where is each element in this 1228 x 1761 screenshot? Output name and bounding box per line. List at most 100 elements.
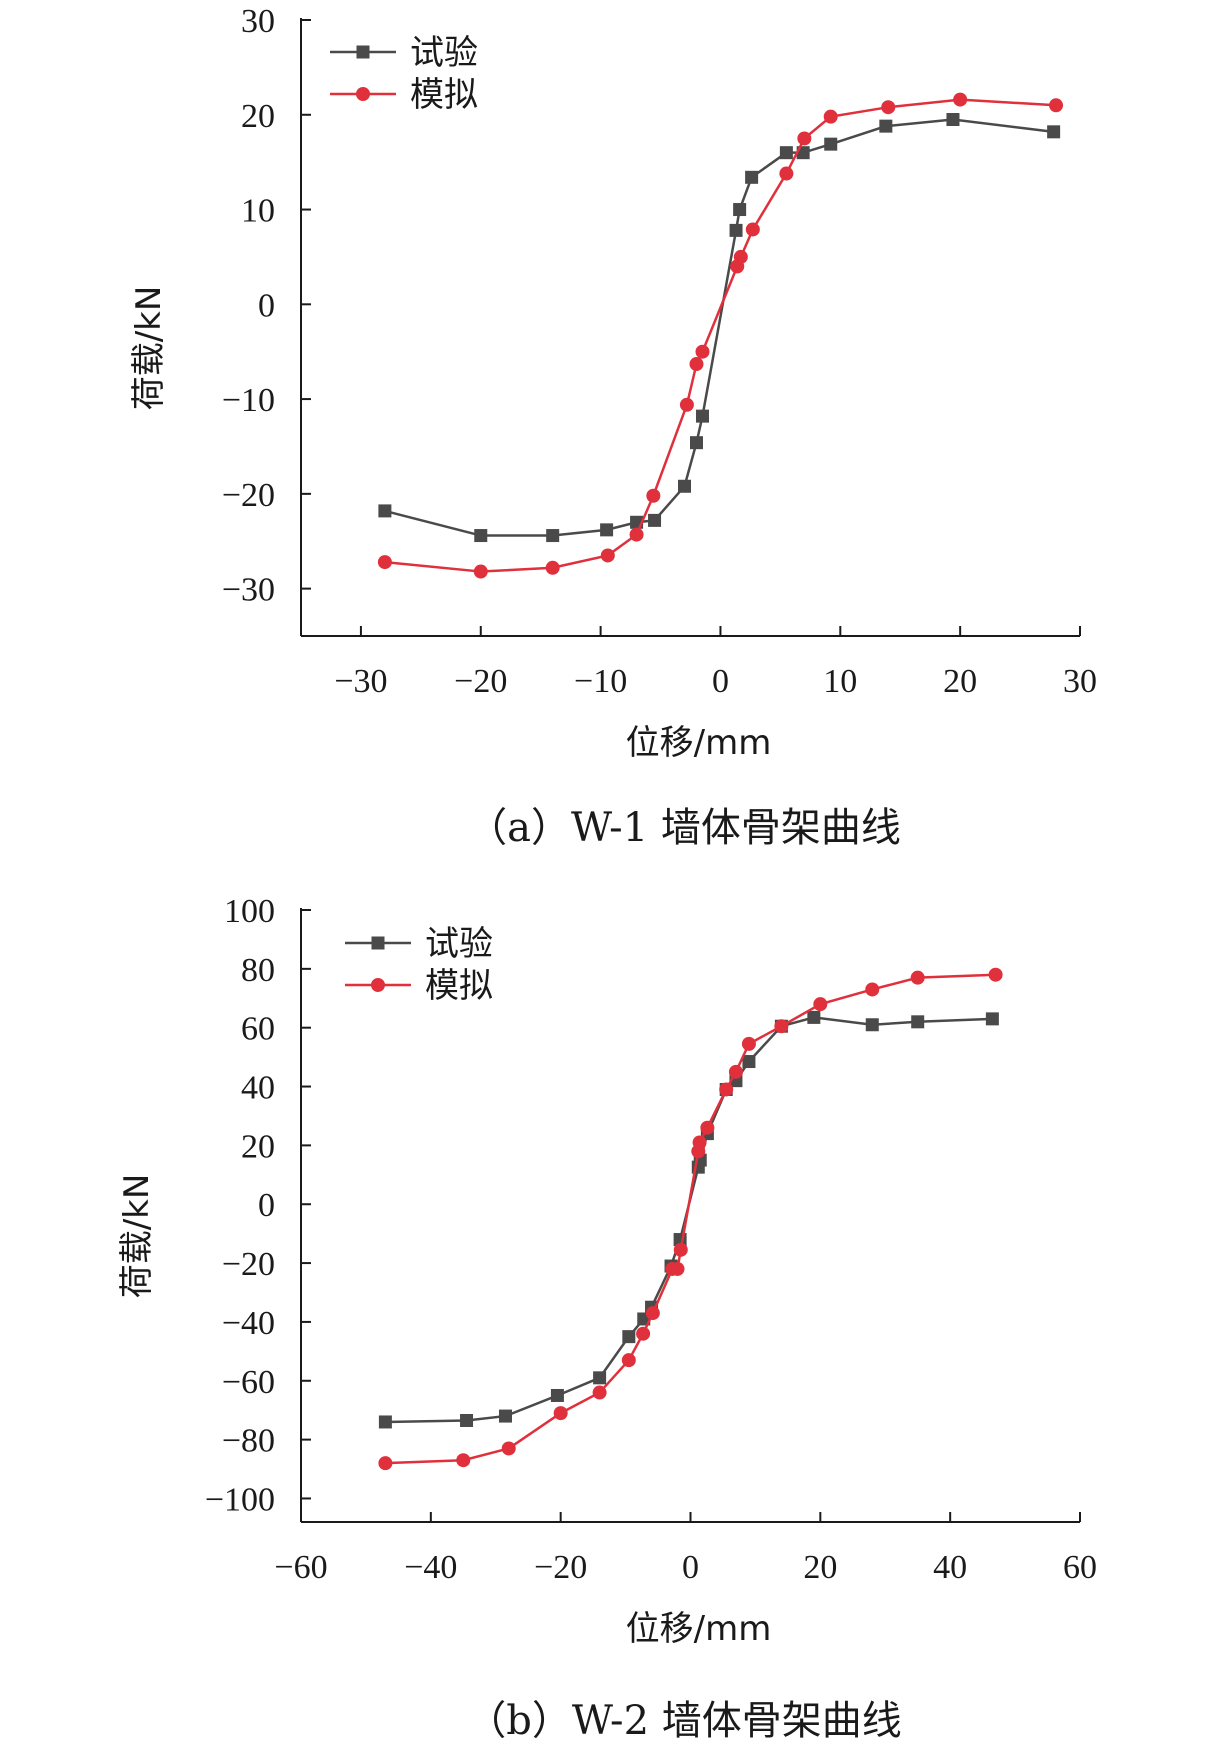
data-point-test bbox=[460, 1413, 474, 1427]
data-point-sim bbox=[629, 527, 644, 542]
data-point-test bbox=[600, 523, 614, 537]
data-point-test bbox=[729, 223, 743, 237]
y-tick-label: 20 bbox=[241, 1128, 275, 1165]
x-tick-label: −30 bbox=[334, 663, 387, 700]
legend-label: 试验 bbox=[425, 924, 493, 964]
data-point-sim bbox=[988, 967, 1003, 982]
data-point-sim bbox=[621, 1353, 636, 1368]
data-point-sim bbox=[865, 982, 880, 997]
data-point-sim bbox=[378, 1456, 393, 1471]
y-tick-label: −20 bbox=[222, 1246, 275, 1283]
y-tick-label: −80 bbox=[222, 1423, 275, 1460]
data-point-test bbox=[546, 529, 560, 543]
chart-b: −100 −80 −60 −40 −20 0 20 40 60 80 100 −60 −40 −20 0 20… bbox=[117, 893, 1097, 1649]
y-tick-label: 60 bbox=[241, 1011, 275, 1048]
y-tick-label: −10 bbox=[222, 382, 275, 419]
legend-marker-square bbox=[371, 936, 385, 950]
legend-label: 试验 bbox=[410, 33, 478, 73]
data-point-test bbox=[911, 1015, 925, 1029]
figure-a: −30 −20 −10 0 10 20 30 −30 −20 −10 0 10 20 30 位移/mm 荷载/… bbox=[0, 0, 1228, 880]
data-point-test bbox=[1047, 125, 1061, 139]
x-tick-label: 60 bbox=[1063, 1549, 1097, 1586]
data-point-test bbox=[378, 1415, 392, 1429]
x-tick-label: 30 bbox=[1063, 663, 1097, 700]
data-point-test bbox=[474, 529, 488, 543]
caption-b: （b）W-2 墙体骨架曲线 bbox=[466, 1698, 902, 1744]
data-point-test bbox=[550, 1388, 564, 1402]
x-tick-label: 20 bbox=[943, 663, 977, 700]
data-point-test bbox=[807, 1010, 821, 1024]
chart-a: −30 −20 −10 0 10 20 30 −30 −20 −10 0 10 20 30 位移/mm 荷载/… bbox=[129, 3, 1097, 763]
y-tick-label: 80 bbox=[241, 952, 275, 989]
data-point-test bbox=[648, 513, 662, 527]
series-line-sim bbox=[385, 973, 996, 1465]
data-point-test bbox=[622, 1330, 636, 1344]
data-point-sim bbox=[910, 970, 925, 985]
y-tick-label: 0 bbox=[258, 287, 275, 324]
legend-label: 模拟 bbox=[410, 75, 478, 115]
data-point-sim bbox=[692, 1135, 707, 1150]
data-point-test bbox=[946, 113, 960, 127]
caption-a: （a）W-1 墙体骨架曲线 bbox=[467, 805, 901, 851]
data-point-test bbox=[593, 1371, 607, 1385]
data-point-test bbox=[985, 1012, 999, 1026]
data-point-sim bbox=[1049, 98, 1064, 113]
y-tick-label: −60 bbox=[222, 1364, 275, 1401]
data-point-test bbox=[745, 170, 759, 184]
x-tick-label: −20 bbox=[534, 1549, 587, 1586]
data-point-sim bbox=[774, 1019, 789, 1034]
y-axis-title: 荷载/kN bbox=[129, 286, 169, 411]
x-tick-label: −40 bbox=[404, 1549, 457, 1586]
data-point-sim bbox=[636, 1326, 651, 1341]
y-tick-label: 100 bbox=[224, 893, 275, 930]
data-point-test bbox=[879, 119, 893, 133]
data-point-sim bbox=[592, 1385, 607, 1400]
data-point-test bbox=[779, 146, 793, 160]
data-point-sim bbox=[700, 1120, 715, 1135]
data-point-test bbox=[678, 479, 692, 493]
data-point-test bbox=[824, 137, 838, 151]
data-point-sim bbox=[553, 1406, 568, 1421]
data-point-test bbox=[742, 1055, 756, 1069]
data-point-sim bbox=[953, 92, 968, 107]
data-point-sim bbox=[797, 131, 812, 146]
data-point-sim bbox=[646, 488, 661, 503]
x-tick-label: 40 bbox=[933, 1549, 967, 1586]
y-tick-label: −20 bbox=[222, 477, 275, 514]
data-point-test bbox=[733, 203, 747, 217]
x-axis-title: 位移/mm bbox=[626, 723, 772, 763]
data-point-sim bbox=[823, 109, 838, 124]
x-tick-label: 10 bbox=[823, 663, 857, 700]
data-point-sim bbox=[779, 166, 794, 181]
legend-marker-square bbox=[356, 45, 370, 59]
y-tick-label: −40 bbox=[222, 1305, 275, 1342]
data-point-sim bbox=[741, 1036, 756, 1051]
data-point-sim bbox=[679, 397, 694, 412]
data-point-sim bbox=[545, 560, 560, 575]
data-point-sim bbox=[501, 1441, 516, 1456]
data-point-sim bbox=[813, 997, 828, 1012]
data-point-sim bbox=[733, 249, 748, 264]
y-tick-label: 20 bbox=[241, 98, 275, 135]
y-tick-label: 40 bbox=[241, 1070, 275, 1107]
y-tick-label: 0 bbox=[258, 1187, 275, 1224]
data-point-sim bbox=[728, 1064, 743, 1079]
data-point-test bbox=[378, 504, 392, 518]
y-tick-label: −30 bbox=[222, 572, 275, 609]
data-point-sim bbox=[689, 357, 704, 372]
x-tick-label: 0 bbox=[682, 1549, 699, 1586]
legend-marker-circle bbox=[356, 87, 370, 101]
data-point-sim bbox=[645, 1306, 660, 1321]
y-tick-label: −100 bbox=[205, 1481, 275, 1518]
x-tick-label: 0 bbox=[712, 663, 729, 700]
y-axis-title: 荷载/kN bbox=[117, 1174, 157, 1299]
data-point-sim bbox=[600, 548, 615, 563]
series-line-test bbox=[385, 1016, 993, 1424]
data-point-sim bbox=[456, 1453, 471, 1468]
data-point-test bbox=[689, 436, 703, 450]
y-tick-label: 30 bbox=[241, 3, 275, 40]
data-point-sim bbox=[377, 555, 392, 570]
data-point-sim bbox=[745, 222, 760, 237]
data-point-sim bbox=[670, 1261, 685, 1276]
x-tick-label: −60 bbox=[274, 1549, 327, 1586]
